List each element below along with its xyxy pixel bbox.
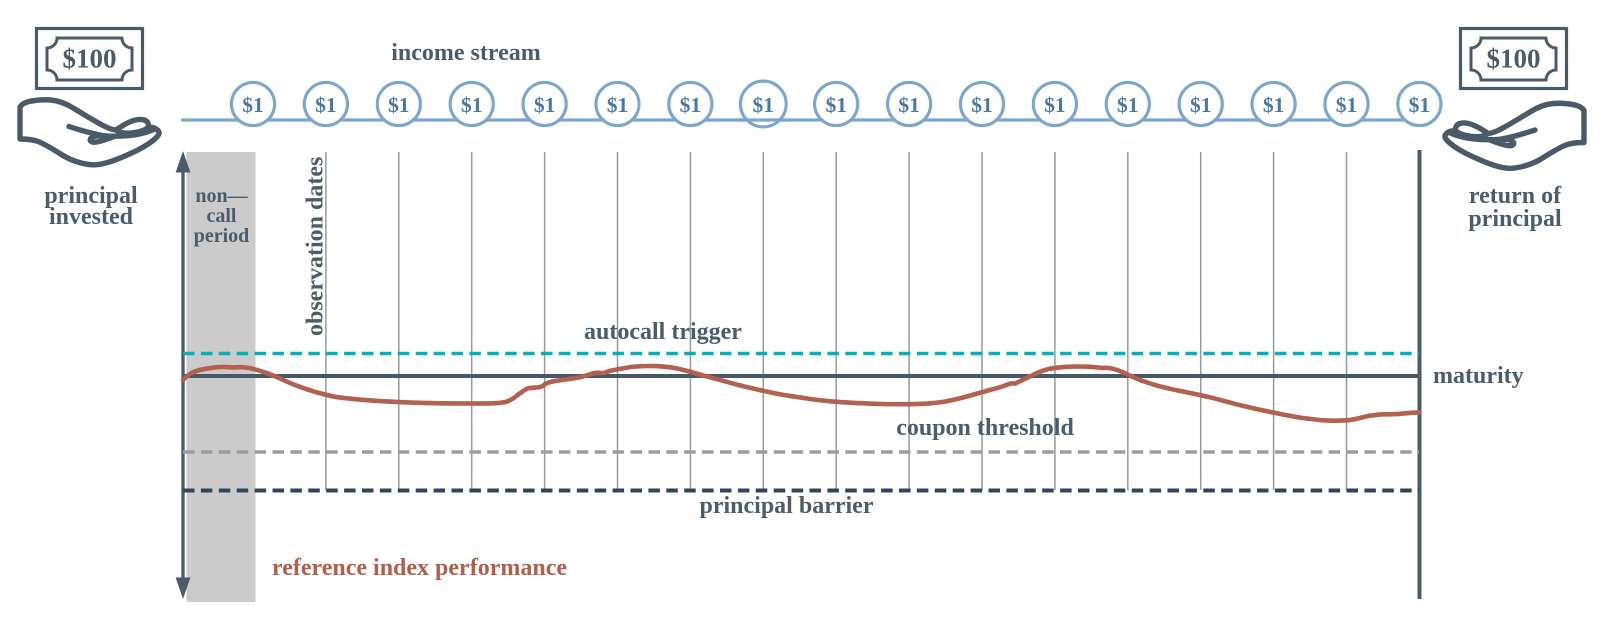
svg-text:$100: $100 — [63, 44, 117, 74]
svg-text:$1: $1 — [898, 93, 920, 117]
svg-text:period: period — [194, 225, 250, 247]
svg-text:coupon threshold: coupon threshold — [896, 415, 1074, 441]
svg-text:$1: $1 — [1263, 93, 1285, 117]
svg-text:income stream: income stream — [391, 40, 541, 66]
svg-text:principal barrier: principal barrier — [700, 493, 874, 519]
svg-text:return of: return of — [1469, 183, 1562, 209]
svg-text:maturity: maturity — [1433, 363, 1524, 389]
svg-text:$1: $1 — [1117, 93, 1139, 117]
svg-text:principal: principal — [44, 183, 138, 209]
svg-text:$1: $1 — [388, 93, 410, 117]
svg-text:$1: $1 — [1044, 93, 1066, 117]
svg-text:$1: $1 — [242, 93, 264, 117]
svg-text:$1: $1 — [971, 93, 993, 117]
svg-text:$1: $1 — [1409, 93, 1431, 117]
svg-text:$1: $1 — [753, 93, 775, 117]
svg-text:$1: $1 — [315, 93, 337, 117]
svg-text:invested: invested — [49, 204, 134, 230]
svg-text:$1: $1 — [1336, 93, 1358, 117]
svg-text:autocall trigger: autocall trigger — [584, 319, 742, 345]
svg-text:non—: non— — [195, 185, 248, 207]
svg-text:observation dates: observation dates — [303, 157, 329, 336]
svg-text:$1: $1 — [825, 93, 847, 117]
svg-text:$1: $1 — [607, 93, 629, 117]
svg-text:call: call — [207, 205, 237, 227]
svg-text:$1: $1 — [1190, 93, 1212, 117]
svg-text:principal: principal — [1468, 206, 1562, 232]
svg-text:reference index performance: reference index performance — [272, 555, 567, 581]
svg-text:$1: $1 — [680, 93, 702, 117]
svg-text:$100: $100 — [1487, 44, 1541, 74]
svg-text:$1: $1 — [461, 93, 483, 117]
svg-text:$1: $1 — [534, 93, 556, 117]
